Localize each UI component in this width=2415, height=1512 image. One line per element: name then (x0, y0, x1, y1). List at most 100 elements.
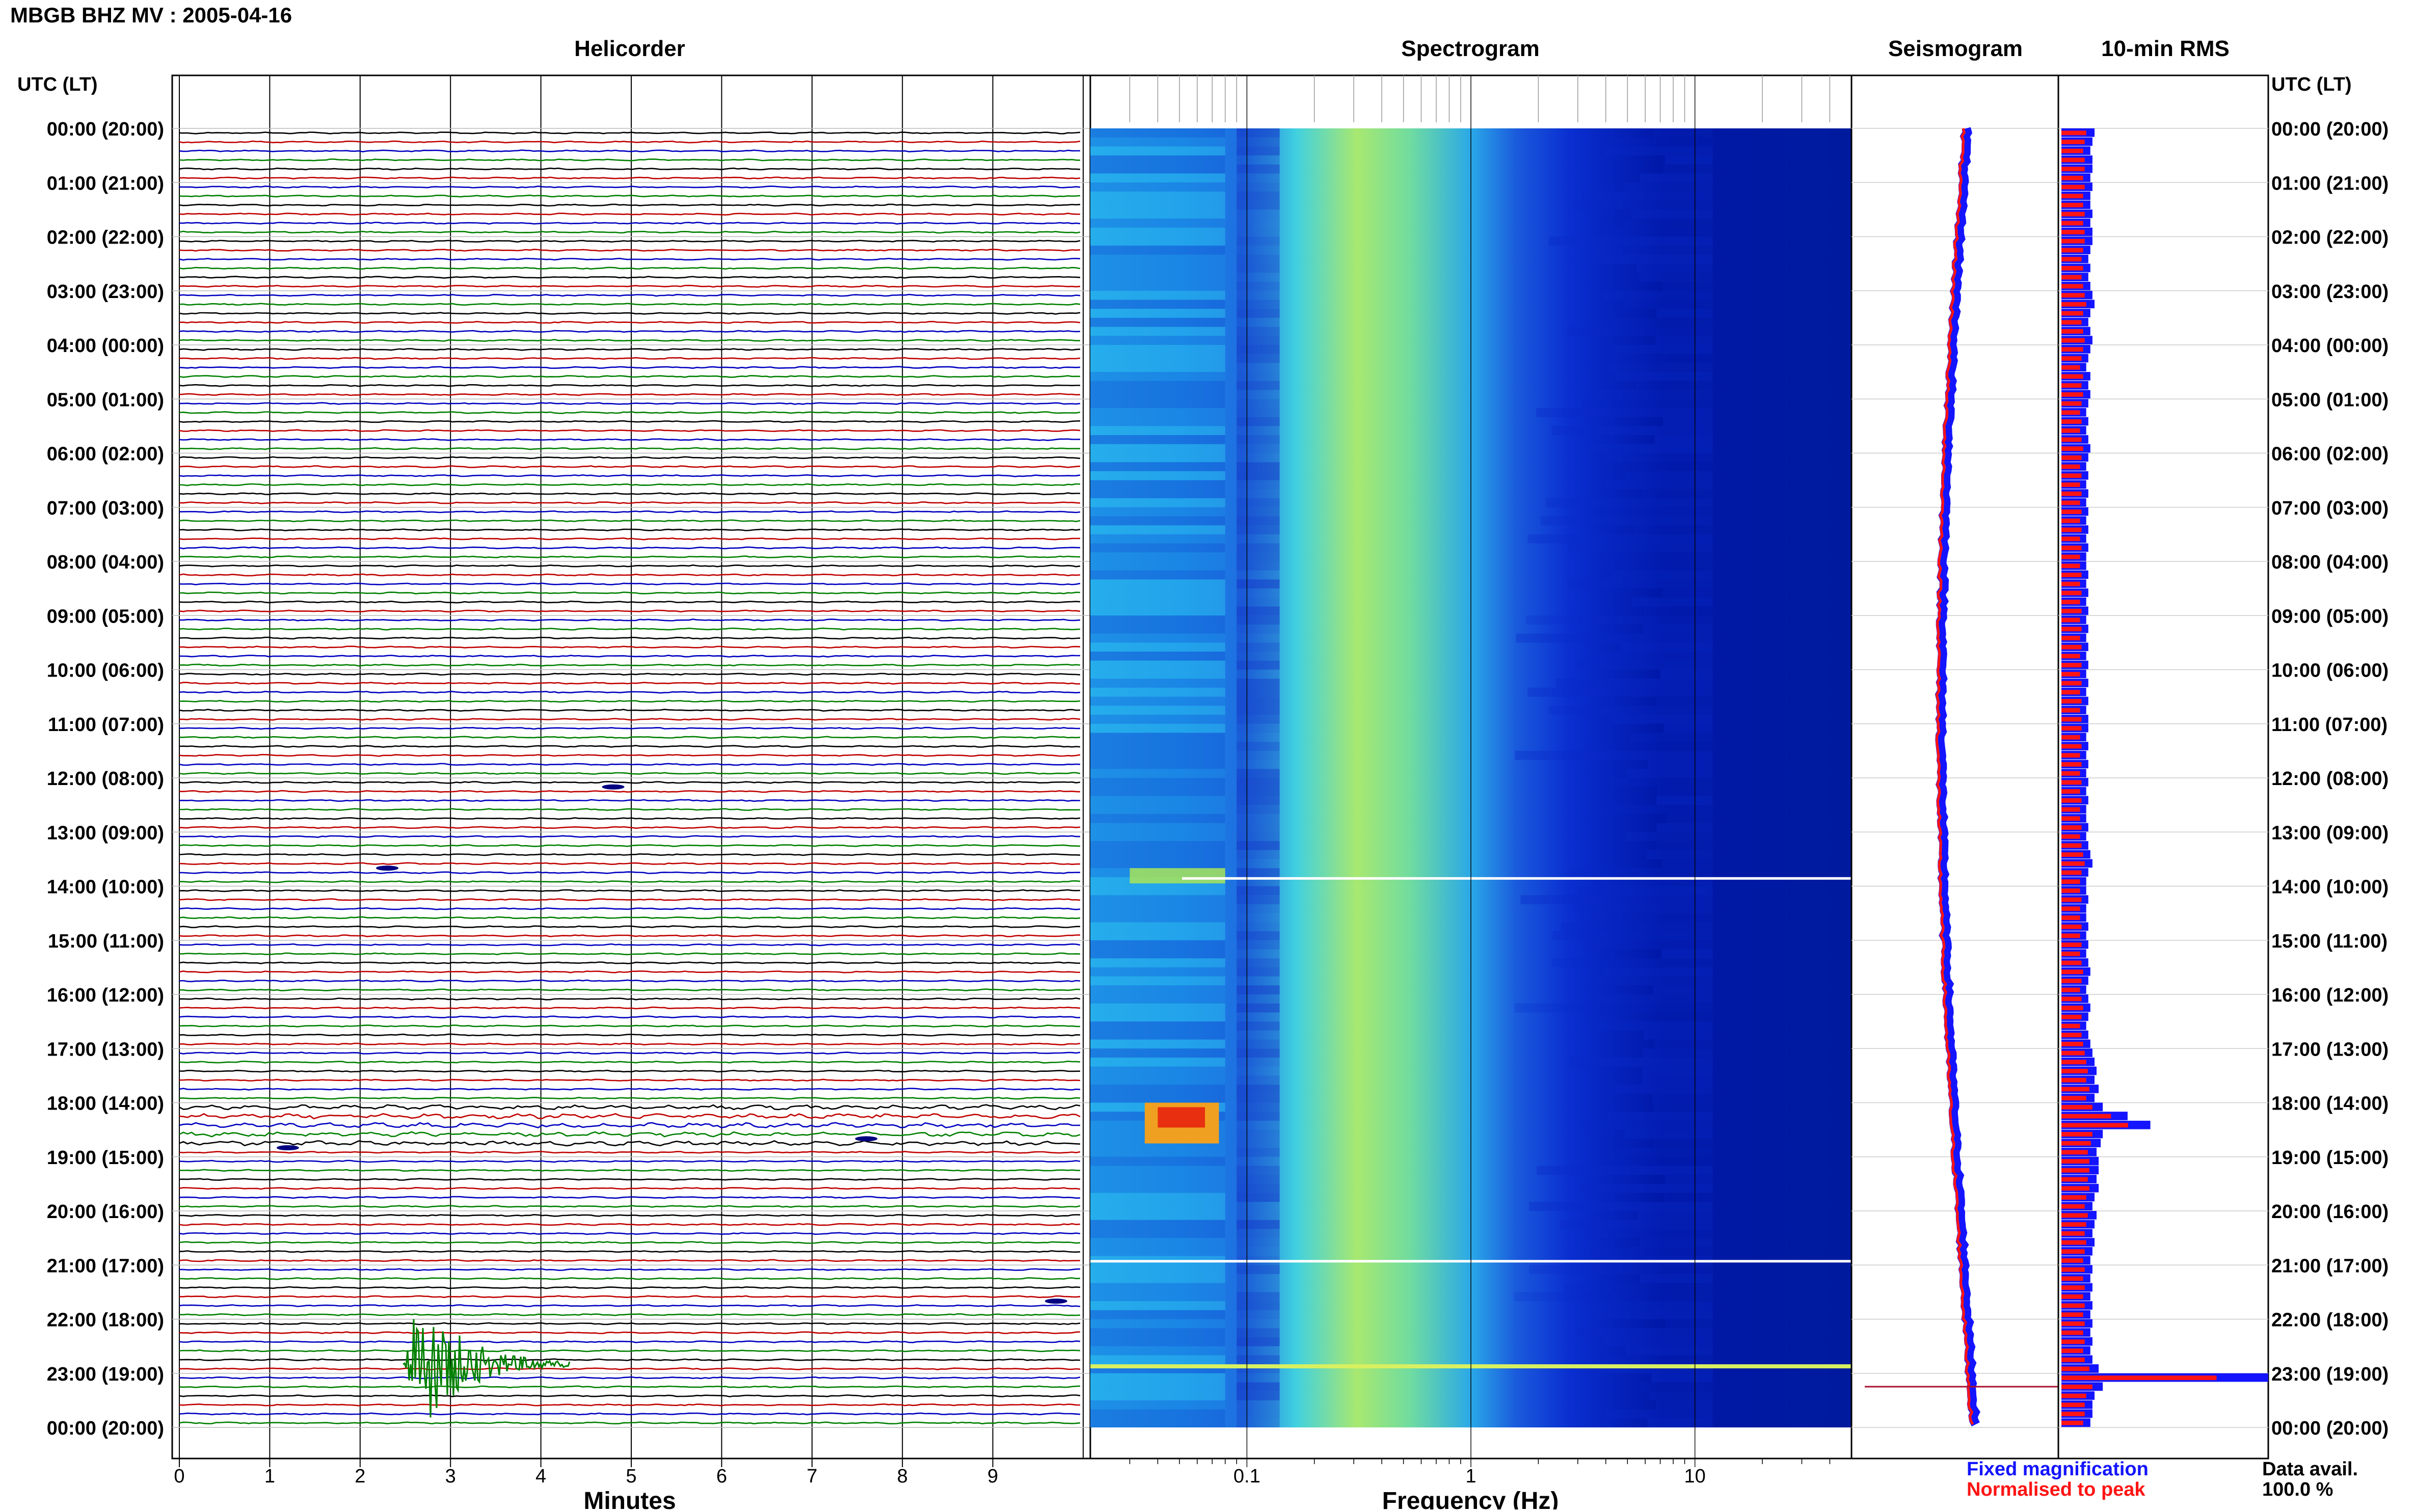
spectrogram-hot-core (1158, 1107, 1205, 1128)
spectrogram-darkband (1237, 633, 1280, 643)
spectrogram-darkband (1237, 1148, 1280, 1157)
time-label-left: 18:00 (14:00) (47, 1093, 164, 1115)
spectrogram-lowband (1090, 1066, 1225, 1076)
helicorder-trace (179, 1313, 1081, 1316)
spectrogram-lowband (1090, 561, 1225, 571)
rms-bar-normalised (2061, 1258, 2083, 1263)
helicorder-trace (179, 212, 1081, 216)
spectrogram-lowband (1090, 832, 1225, 841)
rms-bar-normalised (2061, 203, 2083, 207)
spectrogram-darkband (1237, 128, 1280, 138)
helicorder-trace (179, 880, 1081, 883)
helicorder-trace (179, 934, 1081, 937)
rms-bar-normalised (2061, 1069, 2088, 1073)
spectrogram-lowband (1090, 336, 1225, 345)
spectrogram-darkband (1237, 669, 1280, 679)
spectrogram-lowband (1090, 1310, 1225, 1319)
helicorder-title: Helicorder (574, 36, 685, 61)
spectrogram-darkband (1237, 624, 1280, 634)
helicorder-trace (179, 1051, 1081, 1055)
spectrogram-darkband (1237, 1409, 1280, 1419)
helicorder-trace (179, 853, 1081, 856)
spectrogram-lowband (1090, 219, 1225, 228)
spectrogram-speckle (1537, 1166, 1713, 1175)
spectrogram-speckle (1653, 985, 1713, 994)
rms-bar-normalised (2061, 879, 2080, 884)
spectrogram-darkband (1237, 246, 1280, 255)
rms-bar-normalised (2061, 699, 2082, 704)
spectrogram-lowband (1090, 579, 1225, 589)
spectrogram-lowband (1090, 426, 1225, 436)
rms-bar-normalised (2061, 1177, 2088, 1182)
spectrogram-lowband (1090, 1382, 1225, 1392)
helicorder-trace (179, 871, 1081, 874)
data-avail-value: 100.0 % (2262, 1479, 2333, 1500)
helicorder-trace (179, 1322, 1081, 1326)
spectrogram-speckle (1654, 435, 1713, 444)
spectrogram-darkband (1237, 1373, 1280, 1383)
helicorder-trace (179, 312, 1081, 315)
spectrogram-speckle (1653, 128, 1713, 138)
spectrogram-darkband (1237, 426, 1280, 436)
spectrogram-darkband (1237, 579, 1280, 589)
helicorder-trace (179, 790, 1081, 793)
spectrogram-darkband (1237, 895, 1280, 904)
spectrogram-lowband (1090, 985, 1225, 994)
spectrogram-speckle (1570, 1057, 1713, 1067)
helicorder-event (276, 1145, 299, 1151)
helicorder-trace (179, 1331, 1081, 1334)
helicorder-trace (179, 718, 1081, 721)
spectrogram-speckle (1555, 679, 1713, 688)
time-label-right: 20:00 (16:00) (2271, 1201, 2389, 1223)
helicorder-trace (179, 726, 1081, 730)
spectrogram-darkband (1237, 1030, 1280, 1040)
spectrogram-speckle (1657, 787, 1713, 796)
spectrogram-darkband (1237, 561, 1280, 571)
spectrogram-lowband (1090, 706, 1225, 715)
rms-bar-normalised (2061, 933, 2080, 938)
spectrogram-darkband (1237, 1039, 1280, 1049)
helicorder-trace (179, 249, 1081, 252)
spectrogram-darkband (1237, 742, 1280, 751)
rms-bar-normalised (2061, 735, 2080, 740)
spectrogram-lowband (1090, 652, 1225, 661)
spectrogram-lowband (1090, 1409, 1225, 1419)
spectrogram-speckle (1652, 1093, 1713, 1103)
rms-bar-normalised (2061, 1330, 2083, 1335)
helicorder-trace (179, 1412, 1081, 1416)
rms-bar-normalised (2061, 1006, 2083, 1010)
helicorder-trace (179, 1140, 1081, 1147)
spectrogram-darkband (1237, 1301, 1280, 1310)
spectrogram-darkband (1237, 769, 1280, 778)
spectrogram-speckle (1615, 1085, 1713, 1094)
rms-bar-normalised (2061, 644, 2082, 650)
helicorder-trace (179, 266, 1081, 270)
helicorder-trace (179, 709, 1081, 712)
spectrogram-darkband (1237, 679, 1280, 688)
spectrogram-darkband (1237, 444, 1280, 453)
time-label-left: 00:00 (20:00) (47, 119, 164, 140)
spectrogram-speckle (1648, 760, 1713, 769)
spectrogram-darkband (1237, 1418, 1280, 1427)
helicorder-trace (179, 1178, 1081, 1181)
rms-bars (2061, 128, 2268, 1427)
rms-bar-normalised (2061, 1050, 2085, 1056)
time-label-left: 20:00 (16:00) (47, 1201, 164, 1223)
spectrogram-speckle (1605, 453, 1713, 463)
spectrogram-speckle (1580, 1120, 1713, 1130)
spectrogram-speckle (1638, 1211, 1713, 1220)
rms-bar-normalised (2061, 996, 2082, 1002)
helicorder-trace (179, 609, 1081, 613)
helicorder-trace (179, 131, 1081, 134)
spectrogram-speckle (1606, 480, 1713, 490)
spectrogram-darkband (1237, 345, 1280, 354)
spectrogram-speckle (1623, 300, 1713, 309)
rms-bar-normalised (2061, 1357, 2085, 1362)
spectrogram-speckle (1663, 723, 1713, 733)
spectrogram-darkband (1237, 750, 1280, 760)
spectrogram-darkband (1237, 200, 1280, 210)
time-label-left: 17:00 (13:00) (47, 1039, 164, 1060)
time-label-right: 09:00 (05:00) (2271, 606, 2389, 627)
spectrogram-speckle (1561, 922, 1713, 932)
